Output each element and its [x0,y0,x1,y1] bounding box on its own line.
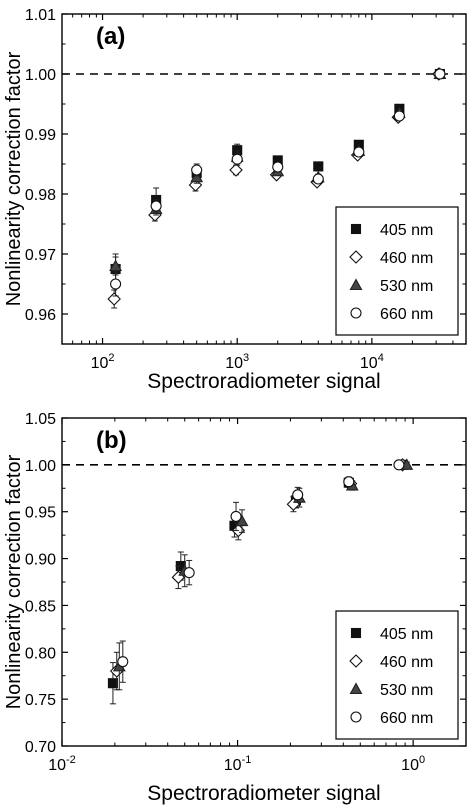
x-tick-label: 104 [360,352,384,372]
legend-marker [350,307,362,319]
y-tick-label: 1.00 [25,458,56,475]
data-point [434,68,446,80]
legend-marker [349,682,363,695]
data-point [229,163,243,177]
series-660-nm [117,459,405,683]
legend-marker [350,223,362,235]
x-tick-label: 102 [91,352,115,372]
data-point [393,110,405,122]
data-point [393,459,405,471]
data-point [312,173,324,185]
y-tick-label: 0.95 [25,505,56,522]
legend-marker [349,278,363,291]
data-point [190,170,204,183]
x-tick-label: 10-1 [224,754,252,774]
x-tick-label: 103 [225,352,249,372]
legend-marker [349,654,363,668]
data-point [292,489,304,501]
y-tick-label: 0.90 [25,552,56,569]
x-tick-label: 10-2 [48,754,76,774]
y-tick-label: 0.85 [25,598,56,615]
y-tick-label: 0.96 [25,307,56,324]
data-point [117,656,129,668]
x-axis-label: Spectroradiometer signal [147,370,380,393]
panel-label: (b) [96,427,127,454]
y-tick-label: 0.70 [25,739,56,756]
y-tick-label: 0.99 [25,127,56,144]
legend: 405 nm 460 nm 530 nm 660 nm [335,206,459,336]
data-point [231,153,243,165]
data-point [107,678,118,689]
data-point [191,164,203,176]
y-tick-label: 1.05 [25,411,56,428]
legend-label: 460 nm [380,250,433,267]
panel-a: 0.96 0.97 0.98 0.99 1.00 1.01 102 103 104Spectro… [3,7,467,393]
data-point [313,161,324,172]
panel-b: 0.70 0.75 0.80 0.85 0.90 0.95 1.00 1.05 10-2 10-1… [3,411,467,805]
plot-frame [61,13,467,345]
y-axis-label: Nonlinearity correction factor [3,51,25,306]
data-point [183,567,195,579]
y-tick-label: 0.75 [25,692,56,709]
y-tick-label: 1.01 [25,7,56,24]
y-tick-label: 1.00 [25,67,56,84]
legend: 405 nm 460 nm 530 nm 660 nm [335,610,459,740]
legend-marker [350,711,362,723]
legend-label: 530 nm [380,278,433,295]
data-point [272,161,284,173]
legend-label: 660 nm [380,710,433,727]
data-point [150,200,162,212]
data-point [343,476,355,488]
y-tick-label: 0.80 [25,645,56,662]
data-point [109,259,123,272]
data-point [230,510,242,522]
x-tick-label: 100 [401,754,425,774]
legend-label: 530 nm [380,682,433,699]
legend-marker [350,627,362,639]
y-tick-label: 0.98 [25,187,56,204]
data-point [107,292,121,306]
panel-label: (a) [96,23,125,50]
legend-label: 460 nm [380,654,433,671]
legend-label: 405 nm [380,222,433,239]
series-660-nm [110,68,446,297]
x-axis-label: Spectroradiometer signal [147,782,380,805]
y-tick-label: 0.97 [25,247,56,264]
data-point [353,146,365,158]
legend-label: 405 nm [380,626,433,643]
data-point [110,278,122,290]
y-axis-label: Nonlinearity correction factor [3,454,25,709]
legend-marker [349,250,363,264]
legend-label: 660 nm [380,306,433,323]
